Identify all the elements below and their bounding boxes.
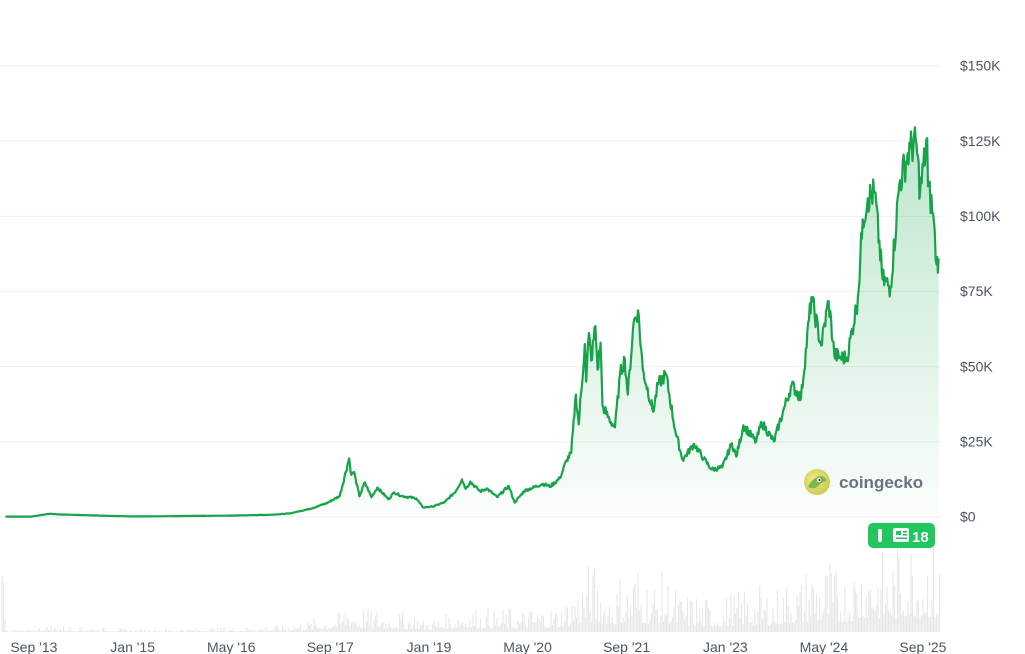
x-tick-label: May '24 xyxy=(800,639,849,654)
x-tick-label: Sep '17 xyxy=(307,639,354,654)
price-area-layer xyxy=(5,126,940,518)
x-tick-label: Jan '23 xyxy=(703,639,748,654)
x-tick-label: Sep '21 xyxy=(603,639,650,654)
y-tick-label: $0 xyxy=(960,509,976,525)
y-tick-label: $100K xyxy=(960,208,1001,224)
x-tick-label: Jan '15 xyxy=(110,639,155,654)
y-axis: $0 $25K $50K $75K $100K $125K $150K xyxy=(960,58,1001,525)
x-axis: Sep '13 Jan '15 May '16 Sep '17 Jan '19 May '… xyxy=(10,639,946,654)
coingecko-logo-icon xyxy=(804,469,830,495)
newspaper-icon xyxy=(893,528,909,542)
price-area-fill xyxy=(5,127,939,518)
x-tick-label: Sep '25 xyxy=(899,639,946,654)
y-tick-label: $25K xyxy=(960,434,993,450)
x-tick-label: May '16 xyxy=(207,639,256,654)
news-badge[interactable]: 18 xyxy=(868,523,935,548)
y-tick-label: $150K xyxy=(960,58,1001,74)
coingecko-watermark: coingecko xyxy=(804,469,923,495)
price-line xyxy=(5,126,940,518)
volume-histogram xyxy=(1,544,941,632)
y-tick-label: $75K xyxy=(960,283,993,299)
y-tick-label: $50K xyxy=(960,358,993,374)
volume-bars xyxy=(1,544,941,632)
x-tick-label: Jan '19 xyxy=(407,639,452,654)
x-tick-label: Sep '13 xyxy=(10,639,57,654)
y-tick-label: $125K xyxy=(960,133,1001,149)
x-tick-label: May '20 xyxy=(503,639,552,654)
coingecko-wordmark: coingecko xyxy=(839,473,923,492)
news-badge-marker xyxy=(878,529,882,542)
news-count: 18 xyxy=(912,529,929,546)
